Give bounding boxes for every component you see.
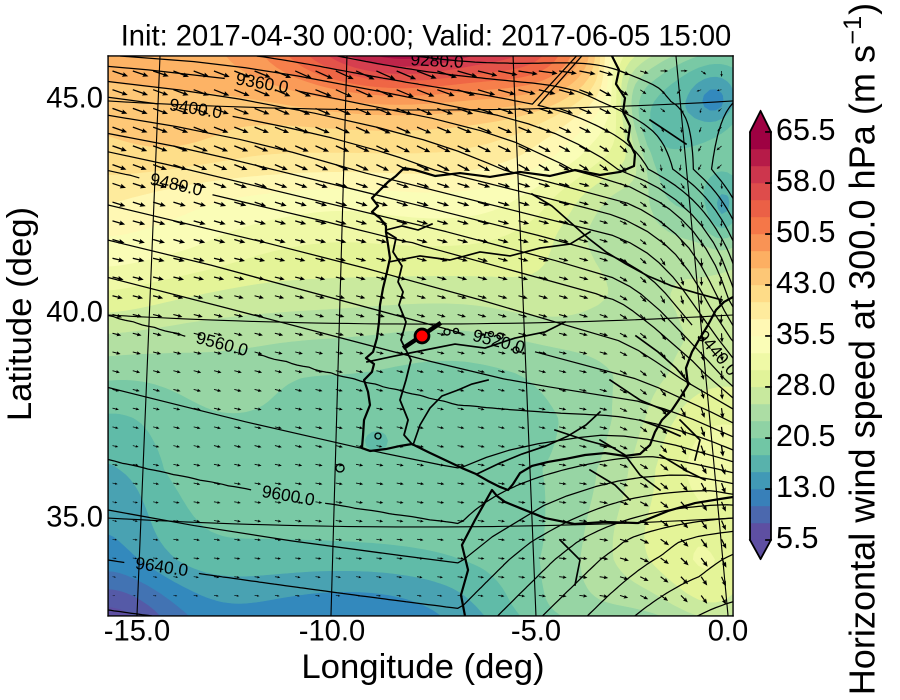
svg-text:Longitude (deg): Longitude (deg) (301, 648, 544, 686)
svg-text:50.5: 50.5 (776, 215, 835, 249)
svg-text:5.5: 5.5 (776, 521, 818, 555)
svg-text:35.5: 35.5 (776, 317, 835, 351)
svg-text:0.0: 0.0 (708, 616, 749, 648)
svg-text:13.0: 13.0 (776, 470, 835, 504)
svg-text:-10.0: -10.0 (299, 616, 365, 648)
svg-text:58.0: 58.0 (776, 164, 835, 198)
svg-text:28.0: 28.0 (776, 368, 835, 402)
svg-text:65.5: 65.5 (776, 113, 835, 147)
svg-text:9280.0: 9280.0 (410, 49, 464, 72)
svg-text:43.0: 43.0 (776, 266, 835, 300)
svg-text:35.0: 35.0 (46, 502, 103, 534)
svg-text:20.5: 20.5 (776, 419, 835, 453)
svg-text:-15.0: -15.0 (104, 616, 170, 648)
svg-text:Latitude (deg): Latitude (deg) (1, 207, 39, 421)
svg-text:Init: 2017-04-30 00:00; Valid:: Init: 2017-04-30 00:00; Valid: 2017-06-0… (121, 21, 732, 53)
svg-text:H o r i: H o r i z o n t a l w i n d s p e e d a … (839, 0, 882, 695)
svg-text:-5.0: -5.0 (511, 616, 561, 648)
svg-text:40.0: 40.0 (46, 297, 103, 329)
svg-text:45.0: 45.0 (46, 83, 103, 115)
